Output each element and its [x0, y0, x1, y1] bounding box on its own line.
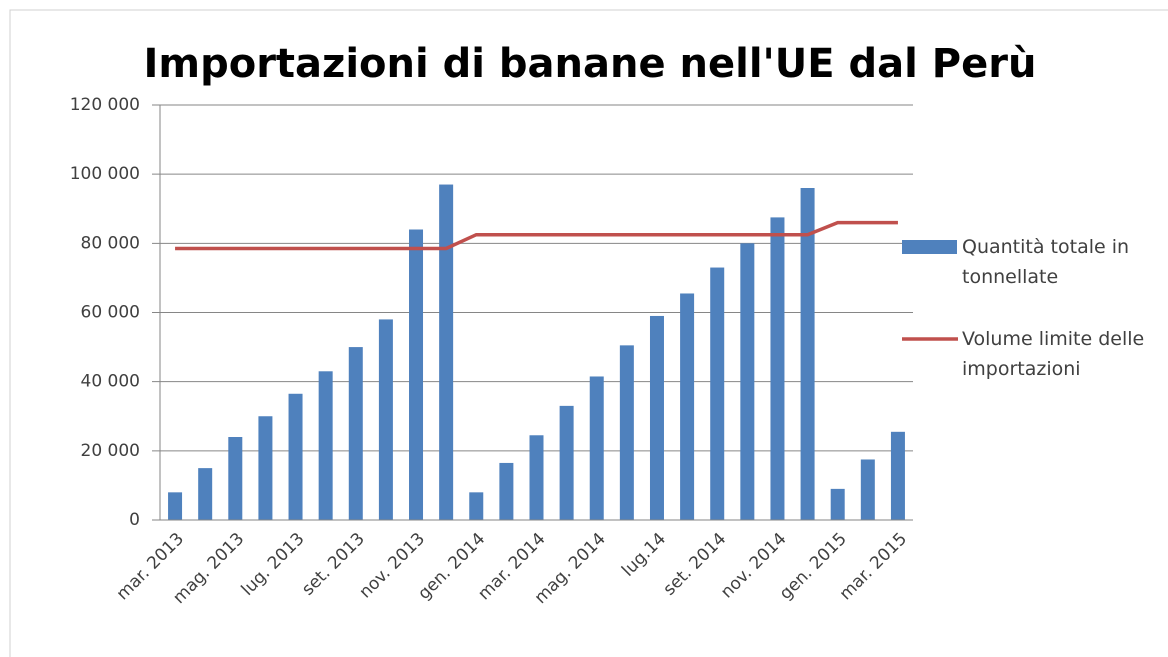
bar	[830, 488, 845, 520]
y-tick-label: 40 000	[81, 372, 140, 392]
bar	[499, 462, 514, 520]
bar	[378, 319, 393, 520]
y-tick-label: 60 000	[81, 303, 140, 323]
bar	[589, 376, 604, 520]
bar	[529, 435, 544, 520]
bar	[168, 492, 183, 520]
chart-title: Importazioni di banane nell'UE dal Perù	[144, 41, 1037, 87]
bar	[409, 229, 424, 520]
bar	[619, 345, 634, 520]
bar	[770, 217, 785, 521]
y-tick-label: 100 000	[70, 164, 140, 184]
bar	[318, 371, 333, 520]
bar	[198, 468, 213, 520]
bar	[258, 416, 273, 520]
y-tick-label: 120 000	[70, 95, 140, 115]
x-tick-label: lug.14	[618, 529, 670, 581]
bar	[228, 437, 243, 520]
bar	[890, 431, 905, 520]
bar	[710, 267, 725, 520]
y-tick-label: 80 000	[81, 233, 140, 253]
x-tick-label: lug. 2013	[238, 529, 309, 600]
bar	[559, 405, 574, 520]
line	[175, 220, 898, 251]
chart-border	[9, 9, 1168, 657]
bar	[649, 315, 664, 520]
bar	[348, 347, 363, 520]
legend-swatch	[902, 240, 957, 254]
y-tick-label: 20 000	[81, 441, 140, 461]
bar	[680, 293, 695, 520]
y-tick-label: 0	[129, 510, 140, 530]
bar	[469, 492, 484, 520]
bar	[860, 459, 875, 520]
bar	[439, 184, 454, 520]
bar	[288, 393, 303, 520]
bar	[740, 243, 755, 521]
legend-label: Volume limite delle importazioni	[962, 328, 1145, 380]
bar	[800, 188, 815, 520]
legend-label: Quantità totale in tonnellate	[962, 236, 1130, 288]
